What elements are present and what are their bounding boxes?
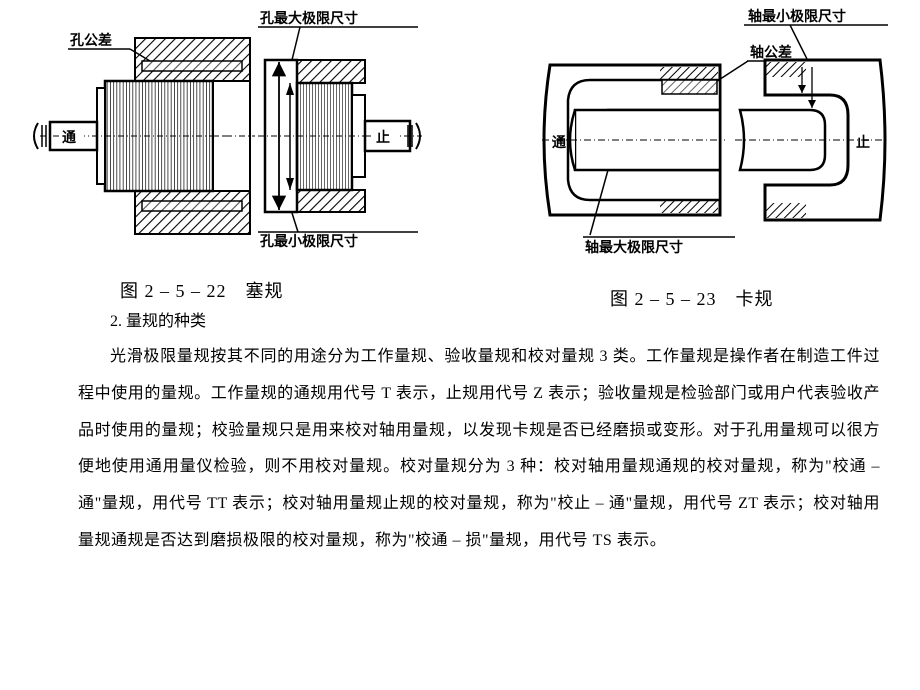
section-heading: 2. 量规的种类 — [110, 307, 430, 331]
label-shaft-min: 轴最小极限尺寸 — [748, 8, 846, 25]
figure-snap-gauge: 轴最小极限尺寸 轴公差 — [530, 5, 890, 255]
label-go: 通 — [62, 130, 76, 146]
label-go-snap: 通 — [552, 135, 566, 151]
snap-gauge-diagram: 轴最小极限尺寸 轴公差 — [530, 5, 890, 255]
figures-row: 孔最大极限尺寸 孔公差 — [30, 5, 890, 255]
caption-plug-gauge: 图 2 – 5 – 22 塞规 — [120, 277, 430, 303]
label-hole-tolerance: 孔公差 — [70, 32, 112, 49]
label-nogo: 止 — [376, 129, 390, 146]
plug-gauge-diagram: 孔最大极限尺寸 孔公差 — [30, 5, 430, 255]
label-shaft-max: 轴最大极限尺寸 — [585, 239, 683, 255]
label-nogo-snap: 止 — [856, 134, 870, 151]
figure-plug-gauge: 孔最大极限尺寸 孔公差 — [30, 5, 430, 255]
caption-snap-gauge: 图 2 – 5 – 23 卡规 — [610, 285, 890, 311]
label-hole-min: 孔最小极限尺寸 — [260, 233, 358, 250]
captions-row: 图 2 – 5 – 22 塞规 2. 量规的种类 图 2 – 5 – 23 卡规 — [30, 265, 890, 331]
label-shaft-tolerance: 轴公差 — [750, 44, 792, 61]
document-page: 孔最大极限尺寸 孔公差 — [0, 0, 920, 580]
label-hole-max: 孔最大极限尺寸 — [260, 10, 358, 27]
body-paragraph: 光滑极限量规按其不同的用途分为工作量规、验收量规和校对量规 3 类。工作量规是操… — [78, 339, 880, 560]
